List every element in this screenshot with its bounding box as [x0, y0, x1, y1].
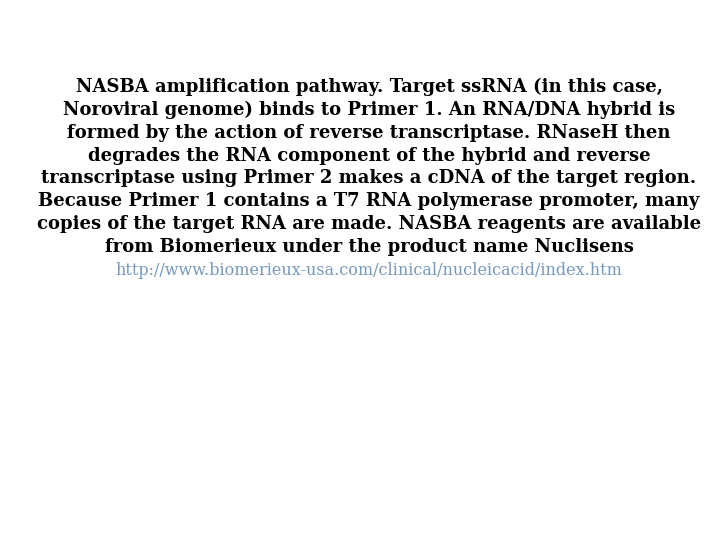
- Text: http://www.biomerieux-usa.com/clinical/nucleicacid/index.htm: http://www.biomerieux-usa.com/clinical/n…: [116, 262, 622, 279]
- Text: NASBA amplification pathway. Target ssRNA (in this case,
Noroviral genome) binds: NASBA amplification pathway. Target ssRN…: [37, 77, 701, 256]
